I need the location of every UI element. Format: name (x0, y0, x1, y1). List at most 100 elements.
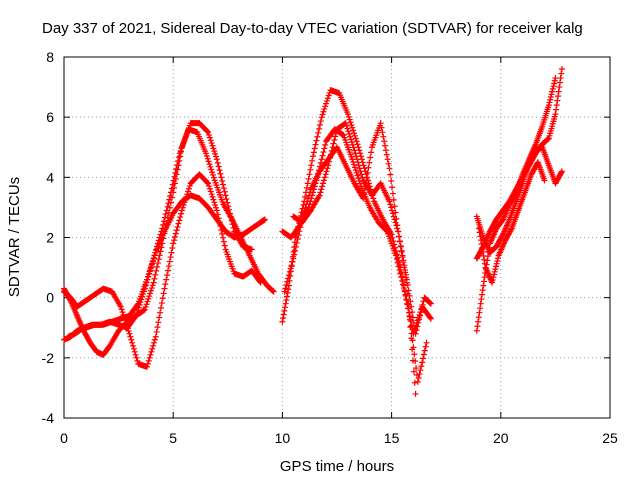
data-point (137, 299, 144, 306)
data-point (143, 279, 150, 286)
data-point (175, 158, 182, 165)
data-point (321, 174, 328, 181)
data-point (208, 191, 215, 198)
data-point (304, 198, 311, 205)
data-point (213, 153, 220, 160)
data-point (207, 188, 214, 195)
data-point (490, 274, 497, 281)
data-point (420, 351, 427, 358)
data-point (552, 111, 559, 118)
data-point (480, 282, 487, 289)
data-point (394, 225, 401, 232)
data-point (323, 97, 330, 104)
data-point (157, 309, 164, 316)
data-point (549, 88, 556, 95)
data-point (410, 314, 417, 321)
data-point (552, 75, 559, 82)
data-point (321, 106, 328, 113)
data-point (351, 130, 358, 137)
data-point (352, 135, 359, 142)
data-point (140, 307, 147, 314)
data-point (320, 108, 327, 115)
data-point (324, 165, 331, 172)
data-point (381, 138, 388, 145)
data-point (155, 319, 162, 326)
data-point (421, 347, 428, 354)
data-point (149, 345, 156, 352)
data-point (220, 238, 227, 245)
data-point (366, 159, 373, 166)
data-point (136, 301, 143, 308)
data-point (153, 246, 160, 253)
data-point (397, 270, 404, 277)
data-point (150, 339, 157, 346)
data-point (377, 120, 384, 127)
data-point (320, 149, 327, 156)
data-point (394, 259, 401, 266)
data-point (282, 300, 289, 307)
data-point (551, 77, 558, 84)
data-point (548, 91, 555, 98)
data-point (400, 285, 407, 292)
data-point (256, 278, 263, 285)
data-point (321, 145, 328, 152)
data-point (135, 304, 142, 311)
data-point (363, 174, 370, 181)
data-point (280, 311, 287, 318)
data-point (416, 316, 423, 323)
data-point (347, 133, 354, 140)
data-point (147, 267, 154, 274)
data-point (183, 193, 190, 200)
data-point (427, 315, 434, 322)
data-point (204, 128, 211, 135)
data-point (291, 251, 298, 258)
data-point (412, 330, 419, 337)
data-point (214, 159, 221, 166)
data-point (150, 255, 157, 262)
data-point (348, 139, 355, 146)
data-point (139, 293, 146, 300)
data-point (494, 255, 501, 262)
data-point (379, 129, 386, 136)
data-point (319, 152, 326, 159)
data-point (121, 314, 128, 321)
data-point (185, 185, 192, 192)
data-point (168, 185, 175, 192)
data-point (327, 155, 334, 162)
data-point (182, 196, 189, 203)
data-point (209, 142, 216, 149)
data-point (173, 165, 180, 172)
x-tick-label: 10 (275, 430, 291, 446)
data-point (145, 273, 152, 280)
data-point (146, 354, 153, 361)
data-point (304, 180, 311, 187)
data-point (388, 177, 395, 184)
data-point (384, 156, 391, 163)
data-point (416, 312, 423, 319)
data-point (378, 124, 385, 131)
data-point (301, 207, 308, 214)
data-point (398, 247, 405, 254)
data-point (492, 266, 499, 273)
data-point (164, 272, 171, 279)
data-point (361, 190, 368, 197)
data-point (403, 271, 410, 278)
data-point (157, 248, 164, 255)
series-arc-4 (65, 126, 277, 340)
data-point (547, 94, 554, 101)
data-point (147, 264, 154, 271)
data-point (292, 247, 299, 254)
data-point (353, 153, 360, 160)
data-point (309, 153, 316, 160)
data-point (181, 199, 188, 206)
data-point (354, 172, 361, 179)
data-point (407, 298, 414, 305)
data-point (160, 235, 167, 242)
data-point (493, 260, 500, 267)
data-point (480, 278, 487, 285)
data-point (175, 154, 182, 161)
data-point (357, 168, 364, 175)
data-point (406, 313, 413, 320)
data-point (555, 93, 562, 100)
